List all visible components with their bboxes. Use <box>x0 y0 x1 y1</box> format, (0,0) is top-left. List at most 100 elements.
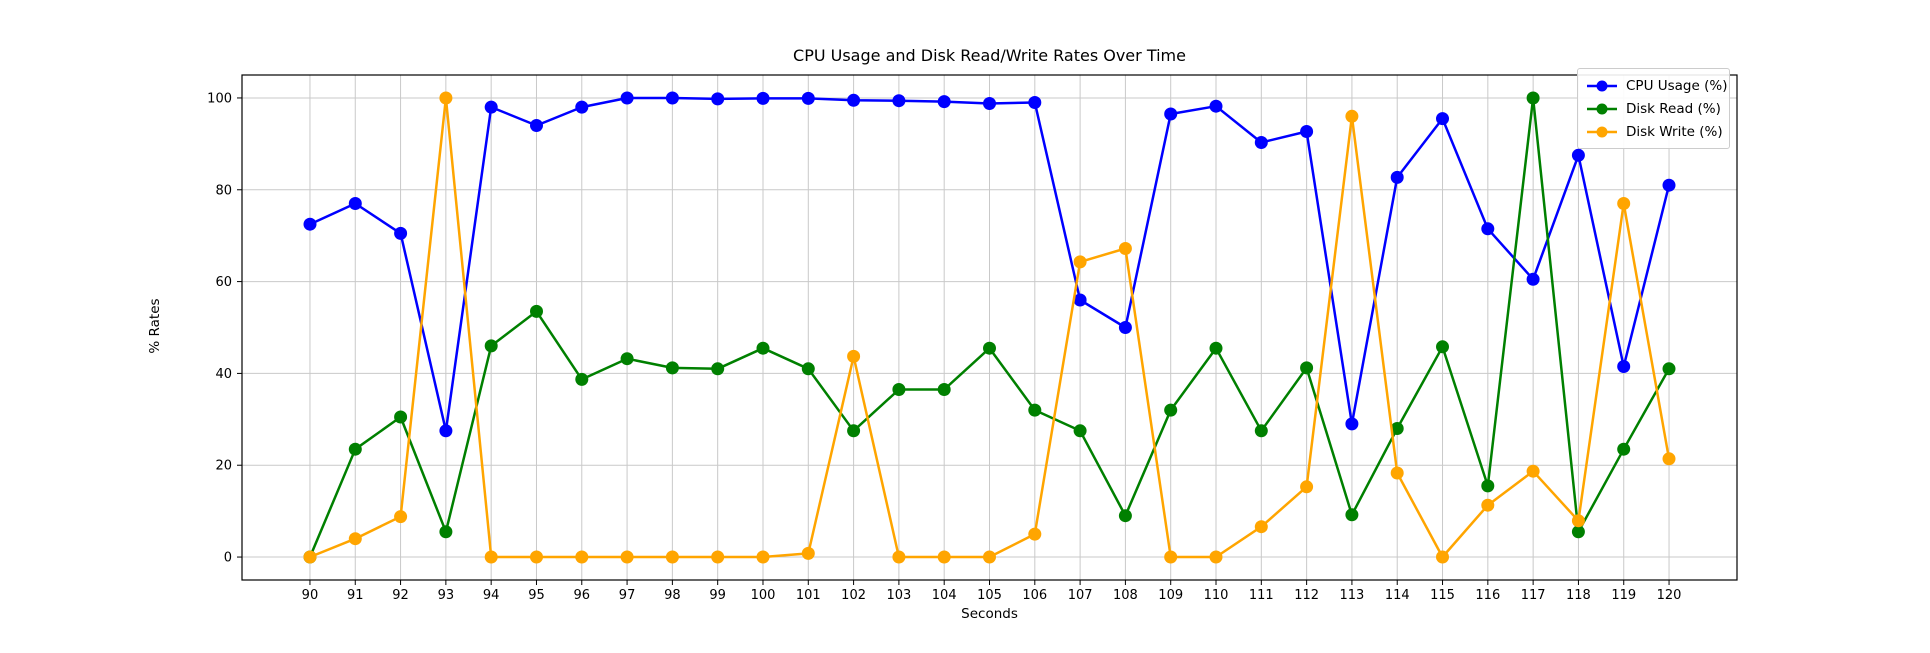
data-point-cpu-usage <box>1118 321 1132 334</box>
x-tick-label: 119 <box>1611 588 1636 603</box>
data-point-disk-read <box>1526 91 1540 105</box>
data-point-disk-write <box>348 532 362 546</box>
data-point-disk-read <box>983 341 996 355</box>
data-point-cpu-usage <box>303 217 317 231</box>
data-point-disk-write <box>1481 498 1495 512</box>
data-point-disk-read <box>348 442 362 456</box>
x-tick-label: 96 <box>573 588 590 603</box>
data-point-disk-write <box>1164 550 1178 564</box>
data-point-disk-read <box>711 362 725 376</box>
data-point-disk-write <box>801 546 815 560</box>
data-point-cpu-usage <box>484 100 498 114</box>
data-point-disk-read <box>1436 340 1449 354</box>
data-point-disk-write <box>892 550 906 564</box>
data-point-cpu-usage <box>1436 112 1449 126</box>
data-point-disk-read <box>1345 508 1359 522</box>
data-point-disk-write <box>1390 466 1404 480</box>
y-tick-label: 40 <box>215 367 232 382</box>
legend-label-cpu-usage: CPU Usage (%) <box>1626 77 1728 94</box>
data-point-disk-write <box>1028 527 1042 541</box>
x-axis-label: Seconds <box>961 606 1018 622</box>
data-point-cpu-usage <box>1164 107 1178 121</box>
data-point-cpu-usage <box>665 91 679 105</box>
data-point-disk-read <box>1209 341 1223 355</box>
data-point-disk-read <box>484 339 498 353</box>
data-point-disk-read <box>801 362 815 376</box>
legend-label-disk-read: Disk Read (%) <box>1626 100 1721 117</box>
x-tick-label: 103 <box>886 588 911 603</box>
data-point-cpu-usage <box>1617 360 1631 373</box>
x-tick-label: 114 <box>1385 588 1410 603</box>
x-tick-label: 91 <box>347 588 364 603</box>
x-tick-label: 93 <box>438 588 455 603</box>
data-point-cpu-usage <box>847 93 861 107</box>
data-point-cpu-usage <box>756 91 770 105</box>
data-point-disk-write <box>1436 550 1449 564</box>
data-point-cpu-usage <box>1300 125 1314 138</box>
data-point-disk-write <box>1254 520 1268 534</box>
data-point-disk-read <box>1662 362 1676 376</box>
legend-line-marker-icon <box>1587 126 1617 137</box>
x-tick-label: 90 <box>302 588 319 603</box>
data-point-disk-write <box>756 550 770 564</box>
y-tick-label: 20 <box>215 459 232 474</box>
data-point-disk-write <box>394 510 408 524</box>
data-point-disk-read <box>530 304 543 318</box>
data-point-disk-read <box>620 352 634 366</box>
data-point-disk-write <box>439 91 453 105</box>
x-tick-label: 107 <box>1068 588 1093 603</box>
x-tick-label: 109 <box>1158 588 1183 603</box>
data-point-cpu-usage <box>801 91 815 105</box>
data-point-disk-read <box>1164 403 1178 417</box>
data-point-disk-read <box>575 372 589 386</box>
data-point-disk-write <box>1209 550 1223 564</box>
data-point-disk-write <box>711 550 725 564</box>
data-point-cpu-usage <box>348 197 362 210</box>
y-tick-label: 0 <box>224 551 232 566</box>
data-point-disk-read <box>1073 424 1087 438</box>
data-point-disk-write <box>1571 514 1585 528</box>
data-point-cpu-usage <box>620 91 634 105</box>
x-tick-label: 102 <box>841 588 866 603</box>
data-point-disk-read <box>892 383 906 396</box>
x-tick-label: 116 <box>1475 588 1500 603</box>
data-point-cpu-usage <box>892 94 906 108</box>
data-point-disk-write <box>1118 242 1132 255</box>
legend-line-marker-icon <box>1587 80 1617 91</box>
x-tick-label: 97 <box>619 588 636 603</box>
data-point-disk-read <box>1118 509 1132 523</box>
data-point-disk-write <box>1073 255 1087 269</box>
x-tick-label: 98 <box>664 588 681 603</box>
data-point-disk-read <box>439 525 453 539</box>
data-point-disk-read <box>1571 525 1585 539</box>
x-tick-label: 101 <box>796 588 821 603</box>
x-tick-label: 118 <box>1566 588 1591 603</box>
x-tick-label: 94 <box>483 588 500 603</box>
data-point-disk-read <box>756 341 770 355</box>
legend-label-disk-write: Disk Write (%) <box>1626 123 1723 140</box>
legend: CPU Usage (%) Disk Read (%) Disk Write (… <box>1577 68 1730 149</box>
legend-item-cpu-usage: CPU Usage (%) <box>1585 74 1727 97</box>
data-point-cpu-usage <box>1254 136 1268 149</box>
data-point-cpu-usage <box>530 119 543 132</box>
legend-line-marker-icon <box>1587 103 1617 114</box>
data-point-disk-write <box>484 550 498 564</box>
y-tick-label: 60 <box>215 275 232 290</box>
data-point-cpu-usage <box>1662 178 1676 192</box>
data-point-disk-write <box>530 550 543 564</box>
x-tick-label: 95 <box>528 588 545 603</box>
x-tick-label: 104 <box>932 588 957 603</box>
data-point-cpu-usage <box>1345 417 1359 431</box>
y-tick-label: 80 <box>215 183 232 198</box>
x-tick-label: 111 <box>1249 588 1274 603</box>
data-point-disk-write <box>665 550 679 564</box>
x-tick-label: 117 <box>1521 588 1546 603</box>
x-tick-label: 99 <box>709 588 726 603</box>
data-point-disk-write <box>620 550 634 564</box>
data-point-disk-read <box>1300 361 1314 375</box>
data-point-disk-write <box>1300 480 1314 494</box>
x-tick-label: 110 <box>1204 588 1229 603</box>
data-point-disk-write <box>1617 197 1631 210</box>
data-point-disk-write <box>1345 109 1359 123</box>
